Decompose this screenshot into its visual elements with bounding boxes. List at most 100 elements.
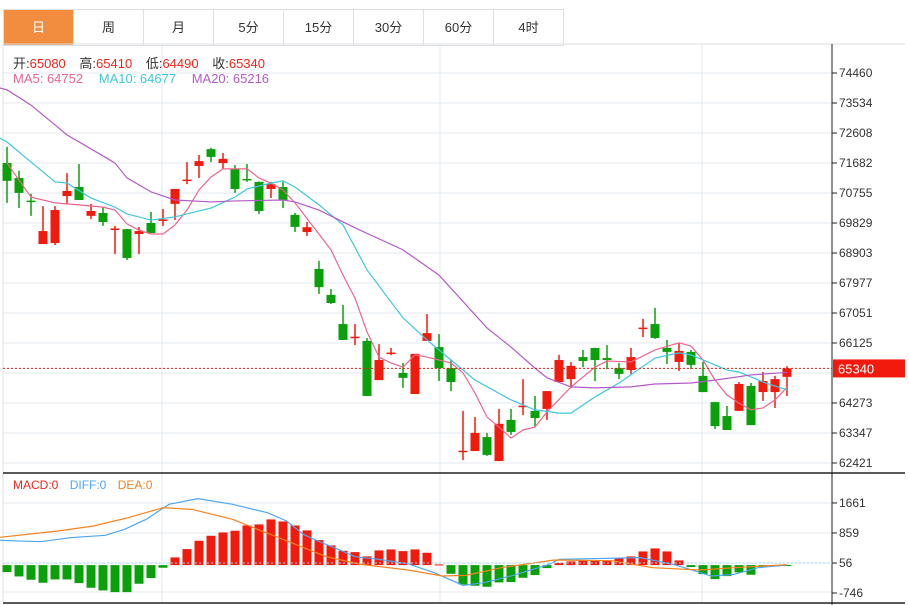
macd-bar xyxy=(518,565,528,578)
macd-bar xyxy=(194,540,204,566)
tab-60min[interactable]: 60分 xyxy=(424,10,494,45)
candlesticks xyxy=(2,146,792,462)
candle-up xyxy=(350,336,360,339)
macd-bar xyxy=(410,549,420,566)
macd-bar xyxy=(386,549,396,566)
candle-down xyxy=(314,268,324,288)
macd-bar xyxy=(302,530,312,566)
macd-bar xyxy=(110,565,120,593)
candle-down xyxy=(122,229,132,258)
candle-down xyxy=(14,177,24,193)
candle-down xyxy=(326,294,336,303)
candle-down xyxy=(710,402,720,427)
candle-down xyxy=(338,324,348,340)
candle-up xyxy=(758,381,768,393)
macd-bar xyxy=(446,565,456,574)
macd-lines xyxy=(0,498,788,586)
price-tick-label: 62421 xyxy=(839,456,873,470)
candle-up xyxy=(734,383,744,411)
macd-bar xyxy=(134,565,144,584)
macd-bar xyxy=(338,550,348,566)
macd-bar xyxy=(218,532,228,566)
candle-down xyxy=(434,347,444,369)
candle-down xyxy=(662,348,672,352)
candle-down xyxy=(530,410,540,418)
period-tabs: 日 周 月 5分 15分 30分 60分 4时 xyxy=(3,9,564,46)
macd-bar xyxy=(50,565,60,580)
candle-down xyxy=(26,200,36,203)
candle-down xyxy=(686,351,696,365)
tab-4hour[interactable]: 4时 xyxy=(494,10,564,45)
candle-up xyxy=(170,188,180,204)
candle-up xyxy=(410,353,420,395)
tab-day[interactable]: 日 xyxy=(4,10,74,45)
price-tick-label: 67051 xyxy=(839,306,873,320)
macd-bar xyxy=(254,524,264,566)
price-axis: 74460 73534 72608 71682 70755 69829 68903 67977… xyxy=(3,66,905,600)
open-label: 开: xyxy=(13,56,30,71)
ma10-value: MA10: 64677 xyxy=(98,71,177,86)
macd-bar xyxy=(26,565,36,580)
candle-down xyxy=(446,368,456,383)
tab-month[interactable]: 月 xyxy=(144,10,214,45)
candle-up xyxy=(62,190,72,197)
ma20-line xyxy=(0,87,788,389)
macd-bar xyxy=(122,565,132,593)
candle-down xyxy=(230,168,240,189)
macd-bar xyxy=(74,565,84,584)
candle-up xyxy=(194,161,204,166)
macd-bar xyxy=(734,565,744,573)
macd-bar xyxy=(494,565,504,583)
price-tick-label: 71682 xyxy=(839,156,873,170)
candle-down xyxy=(254,181,264,211)
macd-bar xyxy=(470,565,480,586)
candle-up xyxy=(158,219,168,221)
candle-down xyxy=(746,385,756,426)
macd-bar xyxy=(350,552,360,566)
candle-down xyxy=(146,222,156,234)
low-label: 低: xyxy=(145,56,163,71)
macd-bar xyxy=(206,535,216,566)
tab-week[interactable]: 周 xyxy=(74,10,144,45)
macd-bar xyxy=(158,565,168,568)
candle-up xyxy=(458,450,468,453)
macd-bar xyxy=(170,557,180,566)
macd-bar xyxy=(62,565,72,580)
candle-down xyxy=(278,187,288,200)
candle-down xyxy=(2,163,12,181)
candle-up xyxy=(422,333,432,341)
ma20-value: MA20: 65216 xyxy=(191,71,270,86)
macd-bar xyxy=(362,556,372,566)
ma10-line xyxy=(0,137,788,414)
candle-down xyxy=(578,357,588,361)
macd-bar xyxy=(2,565,12,573)
candle-down xyxy=(98,212,108,223)
candle-up xyxy=(566,365,576,380)
tab-5min[interactable]: 5分 xyxy=(214,10,284,45)
macd-bar xyxy=(230,530,240,566)
macd-bar xyxy=(374,550,384,566)
macd-bar xyxy=(554,562,564,566)
macd-bar xyxy=(278,521,288,566)
candle-down xyxy=(242,178,252,181)
candle-down xyxy=(290,214,300,227)
tab-30min[interactable]: 30分 xyxy=(354,10,424,45)
current-price-label: 65340 xyxy=(838,361,874,376)
candle-down xyxy=(506,419,516,432)
macd-bar xyxy=(650,548,660,566)
macd-bar xyxy=(266,519,276,566)
macd-bar xyxy=(482,565,492,587)
candle-up xyxy=(134,231,144,234)
candle-up xyxy=(554,360,564,383)
macd-tick-label: 1661 xyxy=(839,496,866,510)
macd-bar xyxy=(146,565,156,579)
macd-bar xyxy=(542,565,552,569)
macd-bar xyxy=(434,564,444,566)
tab-15min[interactable]: 15分 xyxy=(284,10,354,45)
grid-lines xyxy=(2,43,905,605)
candle-up xyxy=(218,158,228,164)
price-tick-label: 67977 xyxy=(839,276,873,290)
candle-down xyxy=(590,348,600,361)
candle-down xyxy=(650,324,660,338)
